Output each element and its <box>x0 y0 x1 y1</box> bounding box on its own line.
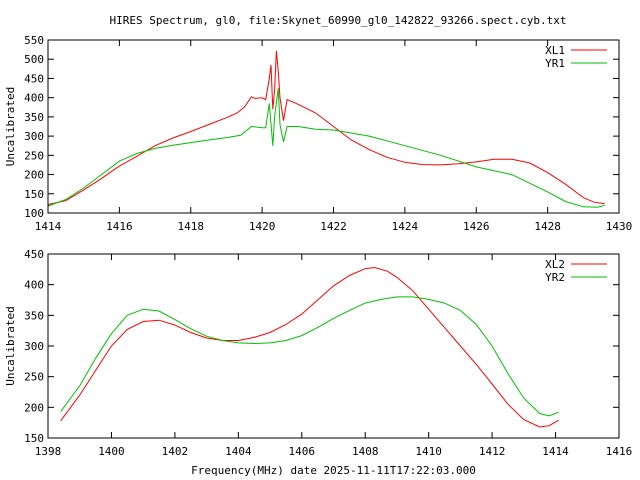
y-tick-label: 300 <box>24 130 44 143</box>
x-tick-label: 1404 <box>225 445 252 458</box>
plot-bottom: 150 200 250 300 350 400 450 1398 1400 1402 1404 140… <box>4 248 632 477</box>
plot-top: 100 150 200 250 300 350 400 450 500 550 1414 1416 14… <box>4 34 632 233</box>
plot-frame <box>47 253 620 439</box>
x-axis-label: Frequency(MHz) date 2025-11-11T17:22:03.… <box>191 464 476 477</box>
x-tick-label: 1418 <box>178 220 205 233</box>
legend-label: XL1 <box>545 44 565 57</box>
series-line-xl1 <box>47 50 605 205</box>
series-line-xl2 <box>60 266 559 428</box>
y-tick-label: 200 <box>24 401 44 414</box>
y-tick-label: 150 <box>24 188 44 201</box>
x-tick-label: 1422 <box>320 220 347 233</box>
x-tick-label: 1416 <box>106 220 133 233</box>
x-tick-label: 1424 <box>392 220 419 233</box>
x-tick-label: 1426 <box>463 220 490 233</box>
series-line-yr2 <box>60 296 559 417</box>
y-tick-label: 400 <box>24 279 44 292</box>
x-tick-label: 1430 <box>606 220 633 233</box>
y-tick-label: 450 <box>24 248 44 261</box>
x-tick-label: 1420 <box>249 220 276 233</box>
legend-label: YR2 <box>545 271 565 284</box>
y-tick-label: 500 <box>24 53 44 66</box>
y-tick-label: 100 <box>24 207 44 220</box>
x-tick-label: 1398 <box>35 445 62 458</box>
x-tick-label: 1410 <box>415 445 442 458</box>
y-tick-label: 400 <box>24 92 44 105</box>
y-tick-label: 450 <box>24 72 44 85</box>
plot-frame <box>47 39 620 214</box>
x-tick-label: 1406 <box>289 445 316 458</box>
y-tick-label: 150 <box>24 432 44 445</box>
y-axis-label: Uncalibrated <box>4 87 17 166</box>
y-tick-label: 250 <box>24 149 44 162</box>
x-tick-label: 1414 <box>35 220 62 233</box>
x-tick-label: 1428 <box>534 220 561 233</box>
x-tick-label: 1414 <box>542 445 569 458</box>
legend-label: YR1 <box>545 57 565 70</box>
x-tick-label: 1402 <box>162 445 189 458</box>
y-axis-label: Uncalibrated <box>4 306 17 385</box>
y-tick-label: 350 <box>24 111 44 124</box>
x-tick-label: 1416 <box>606 445 633 458</box>
x-tick-label: 1408 <box>352 445 379 458</box>
x-tick-label: 1412 <box>479 445 506 458</box>
series-line-yr1 <box>47 88 605 208</box>
y-tick-label: 550 <box>24 34 44 47</box>
y-tick-label: 250 <box>24 371 44 384</box>
y-tick-label: 300 <box>24 340 44 353</box>
legend-label: XL2 <box>545 258 565 271</box>
y-tick-label: 350 <box>24 309 44 322</box>
chart-title: HIRES Spectrum, gl0, file:Skynet_60990_g… <box>110 14 567 27</box>
y-tick-label: 200 <box>24 169 44 182</box>
x-tick-label: 1400 <box>98 445 125 458</box>
